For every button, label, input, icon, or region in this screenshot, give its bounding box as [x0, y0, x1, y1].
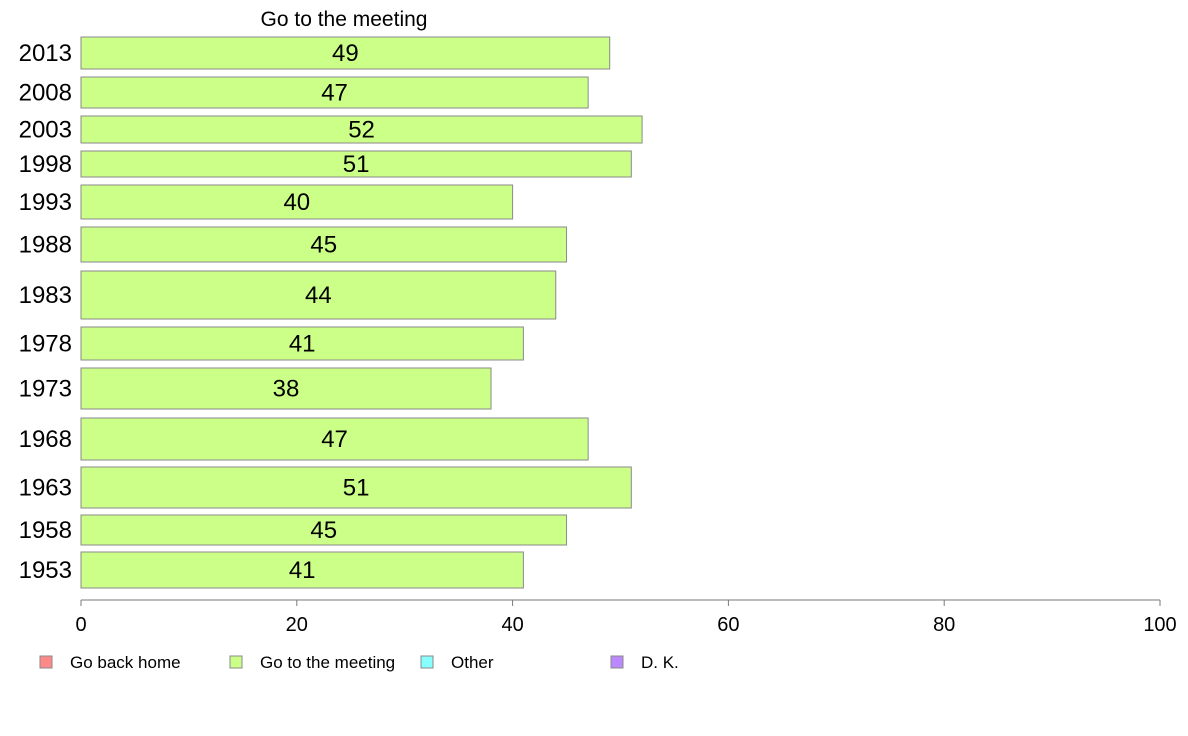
value-label-1993: 40 — [283, 189, 310, 216]
value-label-1953: 41 — [289, 557, 316, 584]
category-label-1998: 1998 — [19, 151, 72, 178]
legend-label-0: Go back home — [70, 653, 181, 672]
value-label-1963: 51 — [343, 475, 370, 502]
value-label-2008: 47 — [321, 80, 348, 107]
bars-layer — [80, 36, 643, 589]
category-label-1958: 1958 — [19, 517, 72, 544]
legend-label-2: Other — [451, 653, 494, 672]
legend-swatch-1 — [229, 655, 243, 669]
category-labels-layer: 2013 2008 2003 1998 1993 1988 1983 1978 1973 1968… — [19, 40, 72, 584]
value-label-2013: 49 — [332, 40, 359, 67]
bar-1968 — [80, 417, 589, 461]
bar-1953 — [80, 551, 524, 589]
x-tick-label-40: 40 — [501, 614, 523, 636]
value-label-1968: 47 — [321, 426, 348, 453]
legend-label-1: Go to the meeting — [260, 653, 395, 672]
x-tick-label-80: 80 — [933, 614, 955, 636]
legend-swatch-2 — [420, 655, 434, 669]
category-label-1993: 1993 — [19, 189, 72, 216]
bar-1958 — [80, 514, 568, 546]
category-label-2013: 2013 — [19, 40, 72, 67]
value-label-1978: 41 — [289, 331, 316, 358]
category-label-1988: 1988 — [19, 232, 72, 259]
x-tick-label-0: 0 — [75, 614, 86, 636]
bar-1998 — [80, 150, 632, 178]
bar-2003 — [80, 115, 643, 144]
value-label-1998: 51 — [343, 151, 370, 178]
category-label-2008: 2008 — [19, 80, 72, 107]
bar-1983 — [80, 270, 557, 320]
value-label-2003: 52 — [348, 117, 375, 144]
legend-swatch-3 — [610, 655, 624, 669]
category-label-1983: 1983 — [19, 282, 72, 309]
legend: Go back home Go to the meeting Other D. K. — [39, 653, 679, 672]
legend-label-3: D. K. — [641, 653, 679, 672]
category-label-1963: 1963 — [19, 475, 72, 502]
category-label-2003: 2003 — [19, 117, 72, 144]
bar-2013 — [80, 36, 611, 70]
bar-1978 — [80, 326, 524, 361]
chart-title: Go to the meeting — [261, 8, 428, 31]
value-label-1958: 45 — [310, 517, 337, 544]
bar-1973 — [80, 367, 492, 410]
x-tick-label-20: 20 — [286, 614, 308, 636]
bar-2008 — [80, 76, 589, 109]
value-label-1973: 38 — [273, 376, 300, 403]
x-tick-label-60: 60 — [717, 614, 739, 636]
bar-1963 — [80, 466, 632, 509]
value-label-1983: 44 — [305, 282, 332, 309]
bar-1993 — [80, 184, 514, 220]
x-axis: 0 20 40 60 80 100 — [75, 599, 1177, 636]
category-label-1978: 1978 — [19, 331, 72, 358]
category-label-1968: 1968 — [19, 426, 72, 453]
bar-1988 — [80, 226, 568, 263]
category-label-1973: 1973 — [19, 376, 72, 403]
category-label-1953: 1953 — [19, 557, 72, 584]
legend-swatch-0 — [39, 655, 53, 669]
x-tick-label-100: 100 — [1143, 614, 1176, 636]
value-label-1988: 45 — [310, 232, 337, 259]
